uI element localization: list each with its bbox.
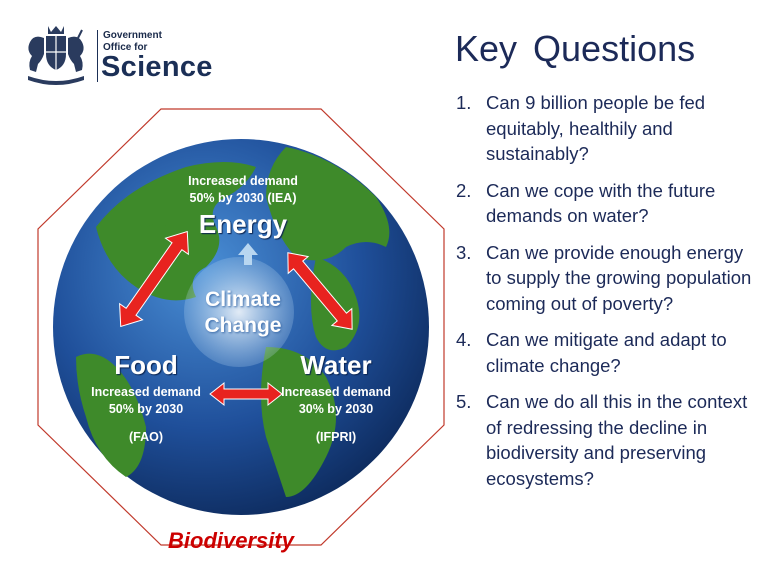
logo-text-government: Government bbox=[103, 30, 162, 41]
arrow-climate-energy-icon bbox=[238, 243, 258, 265]
logo-divider bbox=[97, 30, 98, 82]
question-text: Can we do all this in the context of red… bbox=[486, 391, 748, 489]
royal-coat-of-arms-icon bbox=[28, 26, 84, 85]
question-number: 4. bbox=[456, 329, 472, 350]
arrow-food-water-icon bbox=[209, 381, 283, 407]
energy-demand-line2: 50% by 2030 (IEA) bbox=[189, 191, 297, 205]
question-number: 1. bbox=[456, 92, 472, 113]
energy-label: Energy bbox=[198, 209, 288, 239]
climate-line1: Climate bbox=[205, 288, 281, 311]
energy-demand-line1: Increased demand bbox=[188, 174, 298, 188]
question-item: 4. Can we mitigate and adapt to climate c… bbox=[456, 327, 756, 378]
food-label: Food bbox=[114, 350, 178, 380]
double-arrows bbox=[119, 230, 353, 407]
question-number: 2. bbox=[456, 179, 472, 201]
octagon-outline bbox=[37, 108, 445, 546]
logo-text-office-for: Office for bbox=[103, 42, 148, 53]
logo-text-science: Science bbox=[101, 51, 213, 83]
climate-core bbox=[184, 257, 294, 367]
question-item: 2. Can we cope with the future demands on… bbox=[456, 178, 756, 229]
food-demand-line1: Increased demand bbox=[91, 385, 201, 399]
question-text: Can 9 billion people be fed equitably, h… bbox=[486, 92, 706, 164]
question-text: Can we provide enough energy to supply t… bbox=[486, 241, 752, 314]
question-text: Can we mitigate and adapt to climate cha… bbox=[486, 329, 727, 376]
nexus-diagram: Increased demand 50% by 2030 (IEA) Energ… bbox=[36, 107, 446, 547]
food-source: (FAO) bbox=[128, 430, 164, 444]
biodiversity-label: Biodiversity bbox=[168, 528, 294, 553]
question-text: Can we cope with the future demands on w… bbox=[486, 179, 716, 227]
question-item: 1. Can 9 billion people be fed equitably,… bbox=[456, 90, 756, 167]
water-source: (IFPRI) bbox=[315, 430, 357, 444]
water-label: Water bbox=[300, 350, 372, 380]
globe-octagon-graphic bbox=[37, 108, 445, 546]
arrow-energy-water-icon bbox=[287, 252, 353, 330]
arrow-energy-food-icon bbox=[119, 230, 189, 328]
question-number: 5. bbox=[456, 391, 472, 412]
question-item: 5. Can we do all this in the context of r… bbox=[456, 389, 756, 491]
continents bbox=[76, 147, 390, 497]
water-demand-line2: 30% by 2030 bbox=[298, 402, 374, 416]
question-number: 3. bbox=[456, 241, 472, 263]
climate-line2: Change bbox=[204, 314, 282, 337]
questions-list: 1. Can 9 billion people be fed equitably,… bbox=[456, 90, 756, 502]
water-demand-line1: Increased demand bbox=[281, 385, 391, 399]
food-demand-line2: 50% by 2030 bbox=[108, 402, 184, 416]
slide-title: Key Questions bbox=[455, 28, 696, 69]
question-item: 3. Can we provide enough energy to supply… bbox=[456, 240, 756, 317]
